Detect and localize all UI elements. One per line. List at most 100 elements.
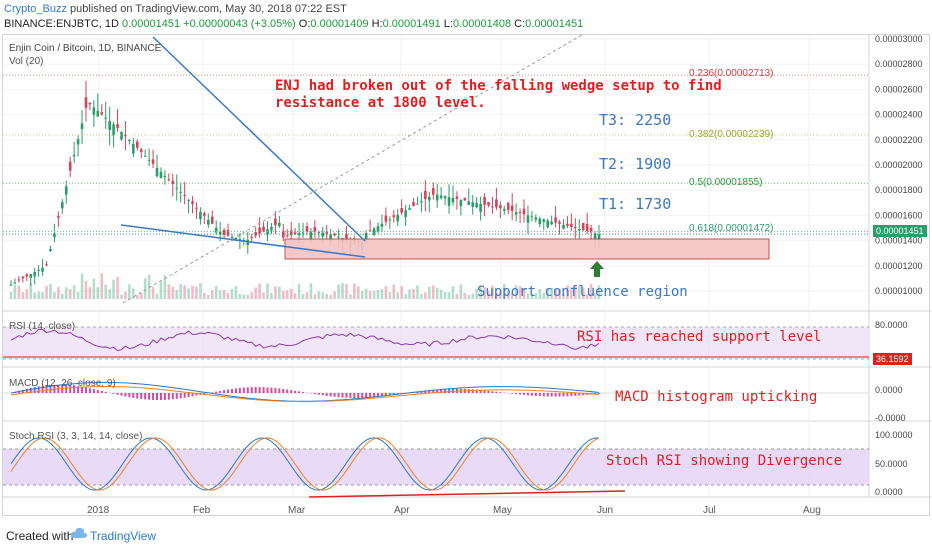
candle-body	[305, 226, 309, 233]
macd-tick-label: -0.0000	[875, 413, 906, 423]
volume-bar	[459, 284, 463, 299]
macd-histogram-bar	[495, 391, 498, 393]
volume-bar	[530, 293, 534, 299]
candle-body	[400, 208, 403, 213]
volume-label: Vol (20)	[9, 56, 44, 67]
macd-histogram-bar	[530, 393, 533, 396]
high-value: 0.00001491	[382, 18, 441, 30]
macd-signal-line	[10, 386, 600, 403]
fib-trend-line	[122, 35, 583, 304]
candle-body	[112, 124, 115, 136]
volume-bar	[234, 286, 238, 299]
volume-bar	[356, 286, 360, 299]
tradingview-brand[interactable]: TradingView	[90, 529, 157, 543]
candle-body	[100, 112, 104, 115]
volume-bar	[491, 285, 494, 299]
target-t3: T3: 2250	[599, 111, 672, 129]
candle-body	[132, 143, 135, 154]
macd-histogram-bar	[171, 393, 174, 400]
macd-histogram-bar	[570, 393, 573, 397]
volume-bar	[175, 290, 179, 299]
macd-histogram-bar	[384, 393, 387, 397]
volume-bar	[100, 273, 104, 299]
macd-histogram-bar	[341, 393, 344, 398]
macd-histogram-bar	[37, 386, 40, 393]
candle-body	[124, 135, 127, 137]
volume-bar	[258, 283, 261, 299]
macd-histogram-bar	[215, 391, 218, 393]
macd-histogram-bar	[487, 390, 490, 393]
candle-body	[483, 197, 486, 205]
volume-bar	[139, 292, 143, 299]
candle-body	[384, 215, 388, 222]
candle-body	[33, 272, 36, 277]
candle-body	[84, 97, 88, 108]
macd-histogram-bar	[369, 393, 372, 398]
candle-body	[506, 202, 510, 210]
candle-body	[270, 227, 273, 231]
volume-bar	[187, 288, 190, 299]
candle-body	[495, 199, 498, 208]
volume-bar	[108, 289, 111, 299]
candle-body	[372, 228, 376, 235]
open-value: 0.00001409	[310, 18, 369, 30]
macd-histogram-bar	[191, 393, 194, 397]
volume-bar	[230, 288, 234, 299]
wedge-upper-line	[152, 36, 366, 242]
breakout-note-line1: ENJ had broken out of the falling wedge …	[275, 78, 722, 94]
stoch-tick-label: 100.0000	[875, 430, 913, 440]
volume-bar	[538, 289, 542, 299]
macd-histogram-bar	[65, 384, 68, 393]
macd-histogram-bar	[49, 385, 52, 393]
macd-histogram-bar	[179, 393, 182, 399]
volume-bar	[475, 289, 478, 299]
candle-body	[195, 207, 198, 209]
macd-histogram-bar	[294, 390, 297, 393]
fib-618-label: 0.618(0.00001472)	[689, 223, 774, 234]
volume-bar	[467, 294, 471, 299]
macd-histogram-bar	[313, 393, 316, 395]
volume-bar	[151, 287, 155, 299]
macd-histogram-bar	[538, 393, 541, 397]
macd-histogram-bar	[230, 388, 233, 393]
volume-bar	[337, 284, 340, 299]
candle-body	[49, 249, 52, 252]
stoch-note: Stoch RSI showing Divergence	[606, 453, 843, 469]
candle-body	[61, 202, 64, 209]
time-tick-jul: Jul	[703, 505, 716, 516]
macd-histogram-bar	[128, 393, 131, 398]
tradingview-cloud-icon[interactable]	[70, 526, 88, 545]
chart-svg[interactable]: 0.00003000 0.00002800 0.00002600 0.00002400…	[3, 35, 931, 517]
macd-histogram-bar	[373, 393, 376, 398]
candle-body	[392, 215, 396, 218]
candle-body	[151, 159, 155, 164]
volume-bar	[68, 289, 72, 299]
candle-body	[167, 179, 171, 181]
candle-body	[226, 230, 230, 236]
volume-bar	[502, 283, 506, 299]
macd-histogram-bar	[175, 393, 178, 399]
macd-histogram-bar	[120, 393, 123, 396]
macd-histogram-bar	[554, 393, 557, 397]
price-tick-label: 0.00002800	[875, 59, 923, 69]
volume-bar	[372, 291, 376, 299]
volume-bar	[431, 285, 435, 299]
volume-bar	[25, 289, 29, 299]
volume-bar	[179, 284, 182, 299]
volume-bar	[242, 294, 246, 299]
close-value: 0.00001451	[525, 18, 584, 30]
macd-histogram-bar	[345, 393, 348, 398]
volume-bar	[37, 291, 40, 299]
macd-histogram-bar	[286, 389, 289, 393]
candle-body	[471, 202, 475, 207]
chart-canvas[interactable]: 0.00003000 0.00002800 0.00002600 0.00002400…	[2, 34, 931, 517]
volume-bar	[124, 291, 127, 299]
macd-histogram-bar	[81, 386, 84, 393]
volume-bar	[29, 283, 33, 299]
volume-bar	[396, 292, 400, 299]
price-tick-label: 0.00001600	[875, 210, 923, 220]
high-label: H:	[371, 18, 383, 30]
author-link[interactable]: Crypto_Buzz	[4, 3, 67, 15]
macd-histogram-bar	[337, 393, 340, 398]
candle-body	[139, 149, 143, 152]
